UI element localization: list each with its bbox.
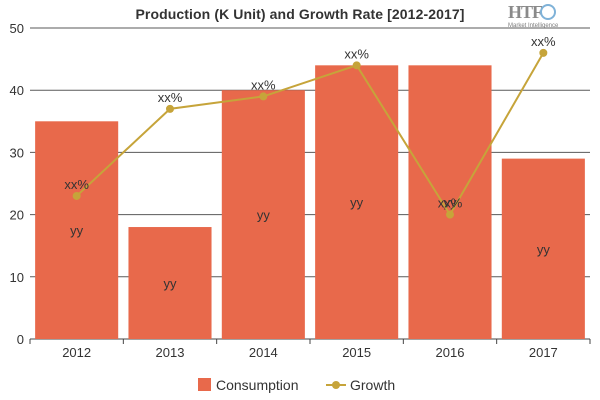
y-tick-label: 50 [10, 21, 24, 36]
line-data-label: xx% [438, 196, 463, 211]
line-data-label: xx% [158, 90, 183, 105]
legend-label-consumption: Consumption [216, 377, 299, 393]
bar-consumption-2017 [501, 158, 585, 339]
line-data-label: xx% [344, 46, 369, 61]
y-tick-label: 0 [17, 332, 24, 347]
bar-data-label: yy [350, 195, 364, 210]
globe-icon [540, 4, 556, 20]
point-growth-2013 [166, 104, 174, 113]
bar-consumption-2012 [35, 121, 119, 339]
legend-marker-growth [332, 381, 340, 389]
line-data-label: xx% [251, 77, 276, 92]
bar-consumption-2014 [221, 90, 305, 339]
x-tick-label: 2012 [62, 345, 91, 360]
point-growth-2012 [72, 191, 81, 200]
chart-title: Production (K Unit) and Growth Rate [201… [135, 6, 465, 22]
bar-data-label: yy [70, 223, 84, 238]
bar-data-label: yy [257, 208, 271, 223]
logo-mark: HTF [508, 2, 543, 22]
y-tick-label: 10 [10, 270, 24, 285]
point-growth-2016 [446, 210, 454, 219]
logo-subtitle: Market Intelligence [508, 23, 559, 29]
y-tick-label: 20 [10, 208, 24, 223]
x-tick-label: 2015 [342, 345, 371, 360]
htf-logo: HTF Market Intelligence [506, 2, 586, 32]
x-tick-label: 2017 [529, 345, 558, 360]
y-tick-label: 40 [10, 83, 24, 98]
legend-label-growth: Growth [350, 377, 395, 393]
x-tick-label: 2014 [249, 345, 278, 360]
x-tick-label: 2013 [156, 345, 185, 360]
x-tick-label: 2016 [436, 345, 465, 360]
line-data-label: xx% [64, 177, 89, 192]
bar-data-label: yy [164, 276, 178, 291]
line-data-label: xx% [531, 34, 556, 49]
y-tick-label: 30 [10, 145, 24, 160]
bar-data-label: yy [537, 242, 551, 257]
point-growth-2015 [352, 61, 361, 70]
bar-consumption-2016 [408, 65, 492, 339]
point-growth-2014 [259, 92, 268, 101]
legend-swatch-consumption [198, 378, 211, 391]
line-growth [75, 52, 545, 217]
point-growth-2017 [539, 48, 548, 57]
bar-consumption-2013 [128, 227, 212, 339]
